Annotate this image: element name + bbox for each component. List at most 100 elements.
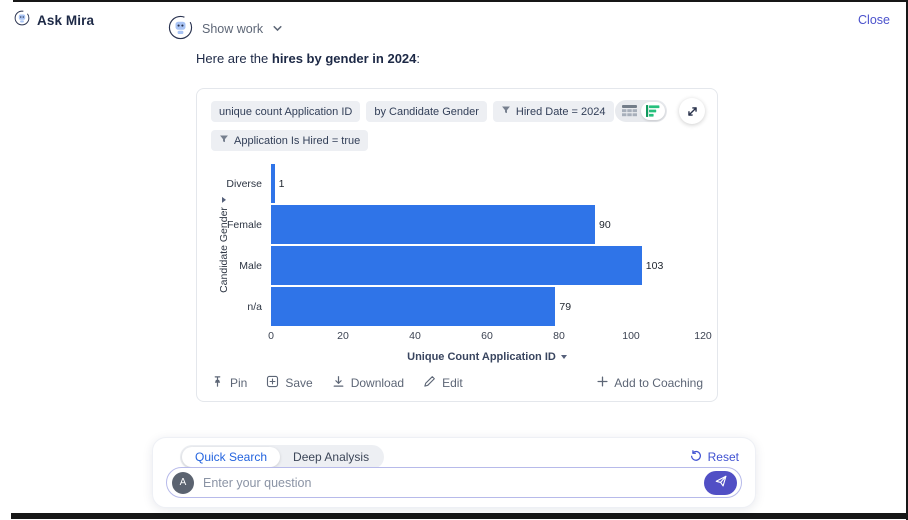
- chart-row: n/a 79: [211, 286, 703, 327]
- bar-value-label: 79: [559, 300, 572, 313]
- window-frame-bottom: [11, 513, 908, 519]
- message-prefix: Here are the: [196, 51, 272, 66]
- y-axis-label: n/a: [247, 300, 262, 313]
- chip-label: by Candidate Gender: [374, 105, 479, 118]
- chart-card: unique count Application ID by Candidate …: [196, 88, 718, 402]
- edit-label: Edit: [442, 376, 463, 390]
- chart-row: Female 90: [211, 204, 703, 245]
- bar[interactable]: [271, 205, 595, 244]
- show-work-label: Show work: [202, 22, 264, 36]
- query-chip[interactable]: Application Is Hired = true: [211, 130, 369, 151]
- footer-actions: Pin Save Download Edit: [211, 375, 463, 391]
- save-button[interactable]: Save: [266, 375, 313, 391]
- composer: Quick Search Deep Analysis Reset A: [152, 437, 756, 508]
- download-icon: [332, 375, 345, 391]
- message-bold: hires by gender in 2024: [271, 51, 417, 66]
- tab-quick-search[interactable]: Quick Search: [182, 447, 281, 467]
- add-to-coaching-button[interactable]: Add to Coaching: [597, 376, 703, 390]
- chart-card-footer: Pin Save Download Edit Add to Coaching: [211, 369, 703, 391]
- send-button[interactable]: [704, 470, 737, 495]
- x-axis-title: Unique Count Application ID: [407, 351, 556, 363]
- query-chip[interactable]: Hired Date = 2024: [492, 101, 614, 122]
- window-frame-right: [906, 0, 908, 520]
- chip-label: Application Is Hired = true: [234, 134, 361, 147]
- x-axis-title-wrap: Unique Count Application ID: [271, 347, 703, 365]
- filter-funnel-icon: [501, 105, 511, 118]
- search-mode-tabs: Quick Search Deep Analysis: [180, 445, 385, 469]
- bar-chart-view-icon[interactable]: [641, 102, 665, 120]
- download-label: Download: [350, 376, 405, 390]
- save-label: Save: [285, 376, 313, 390]
- query-chip[interactable]: by Candidate Gender: [366, 101, 487, 122]
- x-axis-tick: 0: [268, 330, 274, 342]
- close-button[interactable]: Close: [858, 13, 890, 27]
- table-view-icon[interactable]: [617, 102, 641, 120]
- download-button[interactable]: Download: [332, 375, 404, 391]
- message-suffix: :: [416, 51, 421, 66]
- reset-label: Reset: [707, 450, 739, 464]
- page-title: Ask Mira: [37, 12, 95, 28]
- composer-top-row: Quick Search Deep Analysis Reset: [168, 445, 739, 469]
- y-axis-label: Male: [239, 259, 262, 272]
- bar-track: 1: [271, 164, 703, 203]
- view-toggle: [615, 100, 667, 122]
- mira-logo-icon: [14, 10, 30, 31]
- bar-track: 90: [271, 205, 703, 244]
- chart-row: Male 103: [211, 245, 703, 286]
- chevron-down-icon: [272, 22, 283, 37]
- bar[interactable]: [271, 164, 275, 203]
- save-icon: [266, 375, 279, 391]
- edit-icon: [423, 375, 436, 391]
- x-axis-tick: 120: [694, 330, 712, 342]
- x-axis-tick: 40: [409, 330, 421, 342]
- chip-label: Hired Date = 2024: [515, 105, 606, 118]
- query-chips: unique count Application ID by Candidate …: [211, 101, 641, 151]
- caret-down-icon: [222, 197, 226, 204]
- pin-button[interactable]: Pin: [211, 375, 247, 391]
- reset-button[interactable]: Reset: [690, 449, 739, 465]
- show-work-toggle[interactable]: Show work: [168, 15, 283, 43]
- bar-value-label: 90: [599, 218, 611, 231]
- send-plane-icon: [714, 474, 728, 491]
- bar-track: 103: [271, 246, 703, 285]
- expand-button[interactable]: [679, 98, 705, 124]
- edit-button[interactable]: Edit: [423, 375, 463, 391]
- plus-icon: [597, 376, 608, 390]
- query-chip[interactable]: unique count Application ID: [211, 101, 361, 122]
- bar[interactable]: [271, 246, 642, 285]
- panel-header: Ask Mira Close: [0, 0, 908, 40]
- y-axis-label: Diverse: [226, 177, 262, 190]
- add-to-coaching-label: Add to Coaching: [614, 376, 703, 390]
- x-axis-tick: 20: [337, 330, 349, 342]
- tab-deep-analysis[interactable]: Deep Analysis: [280, 447, 382, 467]
- bar-value-label: 1: [278, 177, 285, 190]
- chart-row: Diverse 1: [211, 163, 703, 204]
- x-axis-ticks: 0 20 40 60 80 100 120: [268, 330, 712, 345]
- pin-icon: [211, 375, 224, 391]
- brand: Ask Mira: [14, 10, 94, 31]
- question-input[interactable]: [194, 475, 704, 490]
- chart-rows: Diverse 1 Female 90 Male 103 n/a 79: [211, 163, 703, 327]
- x-axis-tick: 100: [622, 330, 640, 342]
- bar[interactable]: [271, 287, 556, 326]
- assistant-message: Here are the hires by gender in 2024:: [196, 51, 420, 66]
- x-axis-title-dropdown[interactable]: Unique Count Application ID: [407, 351, 567, 363]
- x-axis-tick: 60: [481, 330, 493, 342]
- chip-label: unique count Application ID: [219, 105, 353, 118]
- mira-avatar: [168, 15, 193, 43]
- chart-area: Candidate Gender Diverse 1 Female 90 Male 103…: [211, 163, 712, 369]
- bar-track: 79: [271, 287, 703, 326]
- user-avatar: A: [172, 471, 194, 494]
- y-axis-label: Female: [226, 218, 262, 231]
- y-axis-title: Candidate Gender: [218, 207, 230, 293]
- pin-label: Pin: [230, 376, 248, 390]
- bar-value-label: 103: [645, 259, 664, 272]
- y-axis-title-dropdown[interactable]: Candidate Gender: [218, 197, 230, 293]
- window-frame-top: [13, 0, 908, 2]
- reset-icon: [690, 449, 702, 465]
- x-axis-tick: 80: [553, 330, 565, 342]
- filter-funnel-icon: [219, 134, 229, 147]
- question-input-container: A: [166, 467, 742, 498]
- caret-down-icon: [560, 355, 567, 359]
